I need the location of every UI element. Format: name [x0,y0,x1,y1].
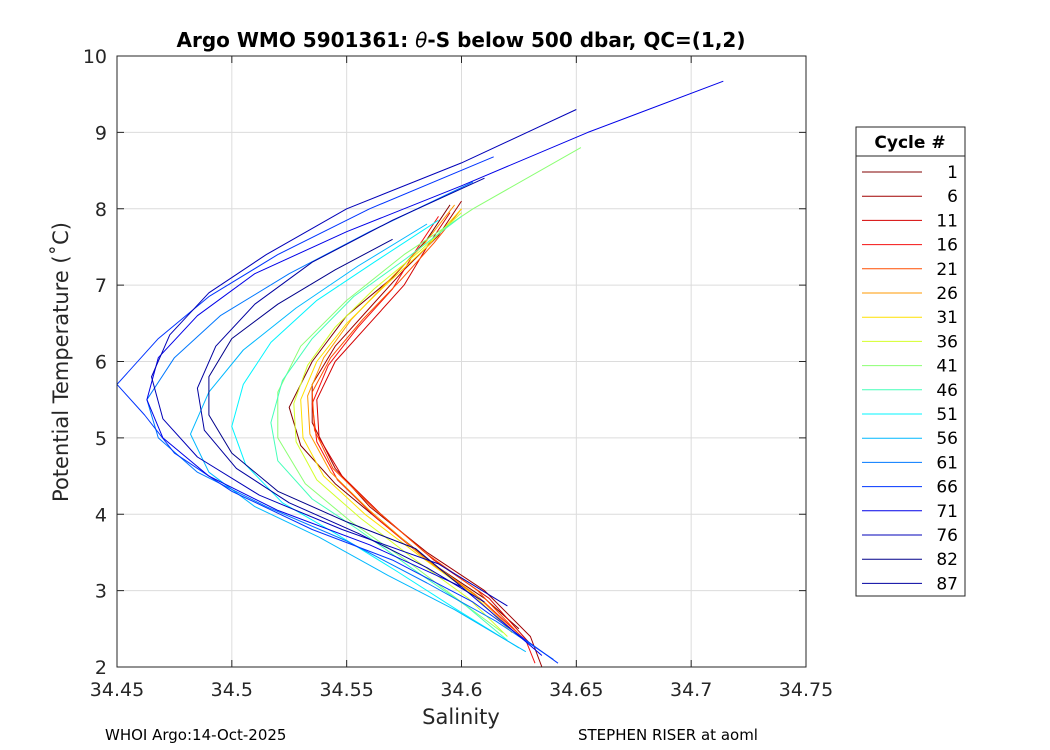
legend-box [855,126,966,597]
y-tick-label: 3 [95,581,107,603]
series-line-cycle-87 [196,177,485,603]
legend-label-16: 16 [936,236,958,256]
legend-label-31: 31 [936,308,958,328]
x-tick-label: 34.65 [549,679,603,701]
legend-label-46: 46 [936,381,958,401]
y-axis-label: Potential Temperature (˚C) [49,222,73,502]
y-tick-label: 8 [95,199,107,221]
series-line-cycle-31 [300,208,513,633]
series-line-cycle-56 [190,223,527,653]
legend-label-66: 66 [936,478,958,498]
legend-label-71: 71 [936,502,958,522]
chart-title: Argo WMO 5901361: θ-S below 500 dbar, QC… [177,28,746,52]
x-tick-label: 34.5 [211,679,253,701]
title-suffix: -S below 500 dbar, QC=(1,2) [427,28,745,52]
series-line-cycle-71 [146,80,724,656]
legend-label-82: 82 [936,550,958,570]
y-tick-label: 7 [95,275,107,297]
legend-label-21: 21 [936,260,958,280]
legend-label-36: 36 [936,332,958,352]
series-line-cycle-41 [277,147,582,634]
legend-label-87: 87 [936,574,958,594]
title-theta: θ [415,28,427,52]
x-tick-label: 34.55 [319,679,373,701]
series-line-cycle-66 [117,156,559,664]
legend-label-56: 56 [936,429,958,449]
x-tick-label: 34.7 [670,679,712,701]
x-tick-label: 34.75 [779,679,833,701]
series-line-cycle-51 [231,219,520,649]
legend: Cycle # 16111621263136414651566166717682… [855,126,966,597]
y-tick-label: 10 [83,46,107,68]
legend-label-1: 1 [947,163,958,183]
y-tick-label: 2 [95,657,107,679]
y-tick-label: 6 [95,352,107,374]
legend-label-11: 11 [936,211,958,231]
grid-lines [117,56,806,667]
footer-right: STEPHEN RISER at aoml [578,726,758,744]
legend-title: Cycle # [874,133,945,153]
series-line-cycle-82 [208,238,462,588]
y-tick-label: 9 [95,122,107,144]
x-tick-label: 34.45 [90,679,144,701]
legend-label-51: 51 [936,405,958,425]
legend-label-26: 26 [936,284,958,304]
y-tick-label: 5 [95,428,107,450]
footer-left: WHOI Argo:14-Oct-2025 [105,726,287,744]
x-axis-label: Salinity [422,705,500,729]
series-line-cycle-76 [151,109,577,607]
legend-label-41: 41 [936,357,958,377]
legend-label-61: 61 [936,453,958,473]
title-prefix: Argo WMO 5901361: [177,28,416,52]
series-line-cycle-26 [307,204,520,637]
axis-ticks: 34.45 34.5 34.55 34.6 34.65 34.7 34.75 2 3 4 5 6 7 8 9… [83,46,833,701]
data-series [117,80,724,667]
series-line-cycle-61 [146,181,554,660]
legend-label-76: 76 [936,526,958,546]
legend-label-6: 6 [947,187,958,207]
x-tick-label: 34.6 [440,679,482,701]
y-tick-label: 4 [95,504,107,526]
series-line-cycle-21 [311,208,522,637]
